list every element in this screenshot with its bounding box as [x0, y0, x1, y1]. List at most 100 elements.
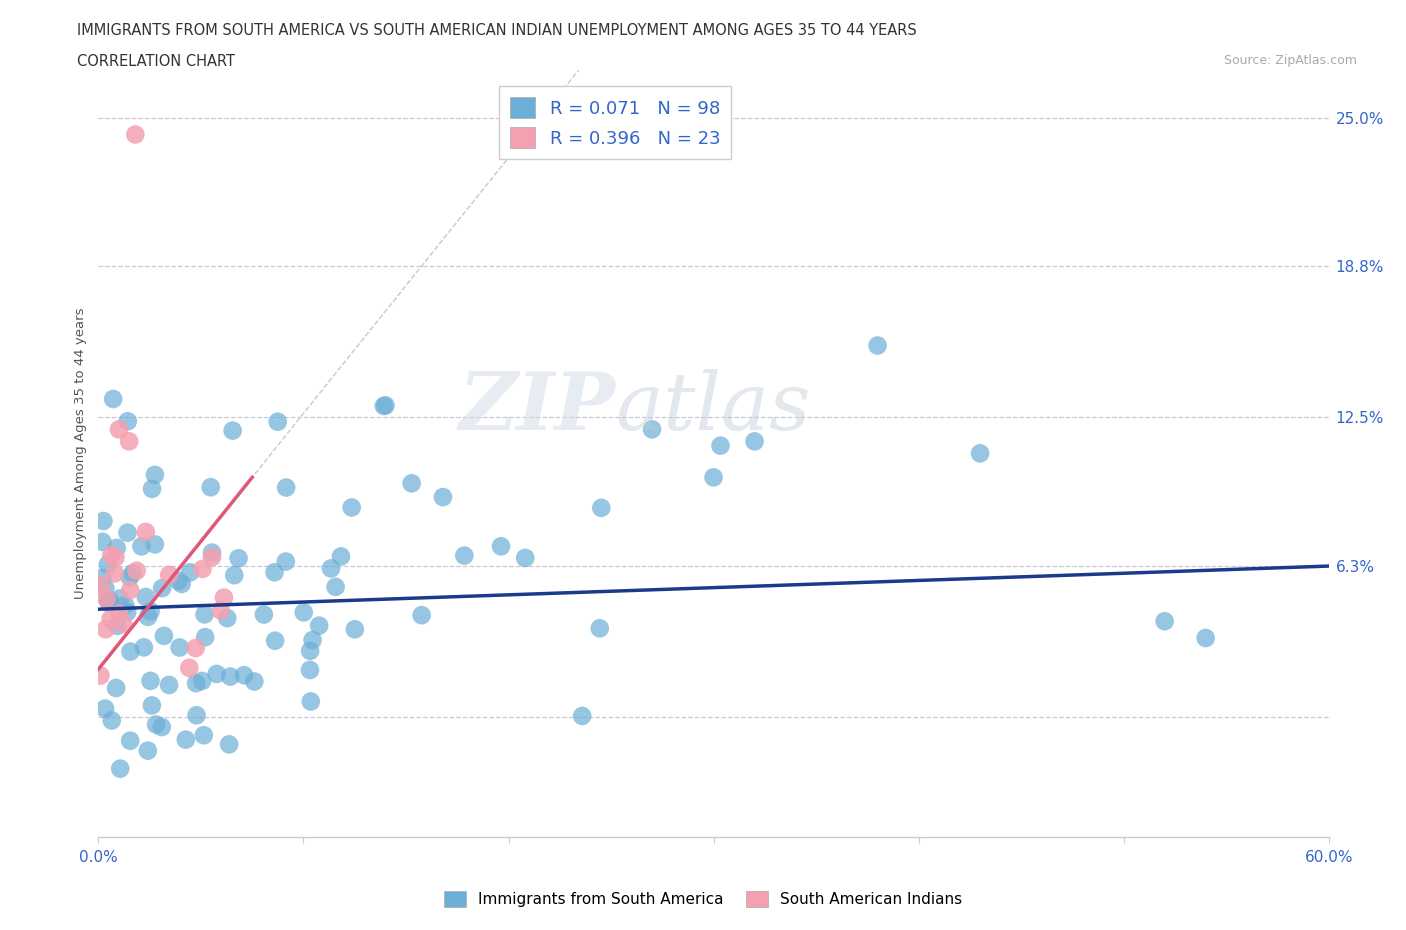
Point: [233, 668, 256, 683]
Point: [591, 500, 613, 515]
Point: [744, 434, 766, 449]
Point: [132, 640, 155, 655]
Text: Source: ZipAtlas.com: Source: ZipAtlas.com: [1223, 54, 1357, 67]
Point: [100, 713, 122, 728]
Point: [194, 607, 217, 622]
Point: [1153, 614, 1175, 629]
Point: [93, 513, 115, 528]
Point: [969, 446, 991, 461]
Point: [169, 640, 191, 655]
Point: [340, 500, 363, 515]
Point: [191, 673, 214, 688]
Point: [218, 737, 240, 751]
Point: [267, 414, 290, 429]
Point: [145, 717, 167, 732]
Point: [105, 681, 128, 696]
Text: atlas: atlas: [616, 368, 810, 446]
Point: [125, 564, 148, 578]
Point: [184, 641, 207, 656]
Point: [373, 399, 395, 414]
Point: [170, 577, 193, 591]
Point: [117, 414, 139, 429]
Point: [184, 676, 207, 691]
Point: [205, 667, 228, 682]
Point: [179, 660, 201, 675]
Point: [141, 482, 163, 497]
Point: [212, 591, 235, 605]
Legend: R = 0.071   N = 98, R = 0.396   N = 23: R = 0.071 N = 98, R = 0.396 N = 23: [499, 86, 731, 159]
Point: [94, 580, 117, 595]
Point: [201, 550, 224, 565]
Point: [1195, 631, 1218, 645]
Point: [97, 593, 120, 608]
Point: [91, 570, 114, 585]
Point: [139, 673, 162, 688]
Point: [224, 567, 246, 582]
Point: [489, 538, 512, 553]
Point: [115, 604, 138, 619]
Point: [292, 604, 315, 619]
Point: [110, 761, 132, 776]
Y-axis label: Unemployment Among Ages 35 to 44 years: Unemployment Among Ages 35 to 44 years: [75, 308, 87, 599]
Point: [105, 540, 128, 555]
Point: [167, 574, 190, 589]
Point: [298, 662, 321, 677]
Point: [97, 557, 120, 572]
Point: [89, 668, 111, 683]
Point: [143, 537, 166, 551]
Point: [117, 525, 139, 540]
Point: [174, 732, 197, 747]
Point: [89, 578, 111, 592]
Point: [308, 618, 330, 633]
Point: [94, 622, 117, 637]
Point: [143, 468, 166, 483]
Point: [866, 338, 889, 352]
Point: [104, 550, 127, 565]
Point: [120, 644, 142, 659]
Point: [94, 701, 117, 716]
Point: [136, 609, 159, 624]
Point: [191, 562, 214, 577]
Point: [104, 565, 127, 580]
Point: [209, 603, 232, 618]
Point: [108, 606, 131, 621]
Point: [100, 548, 122, 563]
Text: IMMIGRANTS FROM SOUTH AMERICA VS SOUTH AMERICAN INDIAN UNEMPLOYMENT AMONG AGES 3: IMMIGRANTS FROM SOUTH AMERICA VS SOUTH A…: [77, 23, 917, 38]
Point: [91, 535, 114, 550]
Point: [135, 590, 157, 604]
Point: [299, 644, 322, 658]
Point: [264, 633, 287, 648]
Point: [217, 611, 239, 626]
Point: [98, 593, 121, 608]
Point: [120, 583, 142, 598]
Point: [186, 708, 208, 723]
Point: [299, 694, 322, 709]
Point: [589, 621, 612, 636]
Point: [139, 604, 162, 618]
Point: [153, 629, 176, 644]
Point: [131, 539, 153, 554]
Point: [114, 598, 136, 613]
Point: [179, 565, 201, 579]
Point: [343, 622, 366, 637]
Point: [157, 567, 180, 582]
Point: [243, 674, 266, 689]
Point: [703, 470, 725, 485]
Point: [276, 480, 298, 495]
Point: [120, 733, 142, 748]
Point: [301, 632, 323, 647]
Point: [118, 570, 141, 585]
Point: [200, 480, 222, 495]
Point: [157, 678, 180, 693]
Point: [135, 525, 157, 539]
Point: [374, 398, 396, 413]
Point: [141, 698, 163, 713]
Point: [136, 743, 159, 758]
Text: CORRELATION CHART: CORRELATION CHART: [77, 54, 235, 69]
Point: [221, 423, 243, 438]
Point: [96, 591, 118, 606]
Point: [112, 617, 135, 631]
Point: [108, 591, 131, 605]
Point: [330, 549, 353, 564]
Point: [150, 580, 173, 595]
